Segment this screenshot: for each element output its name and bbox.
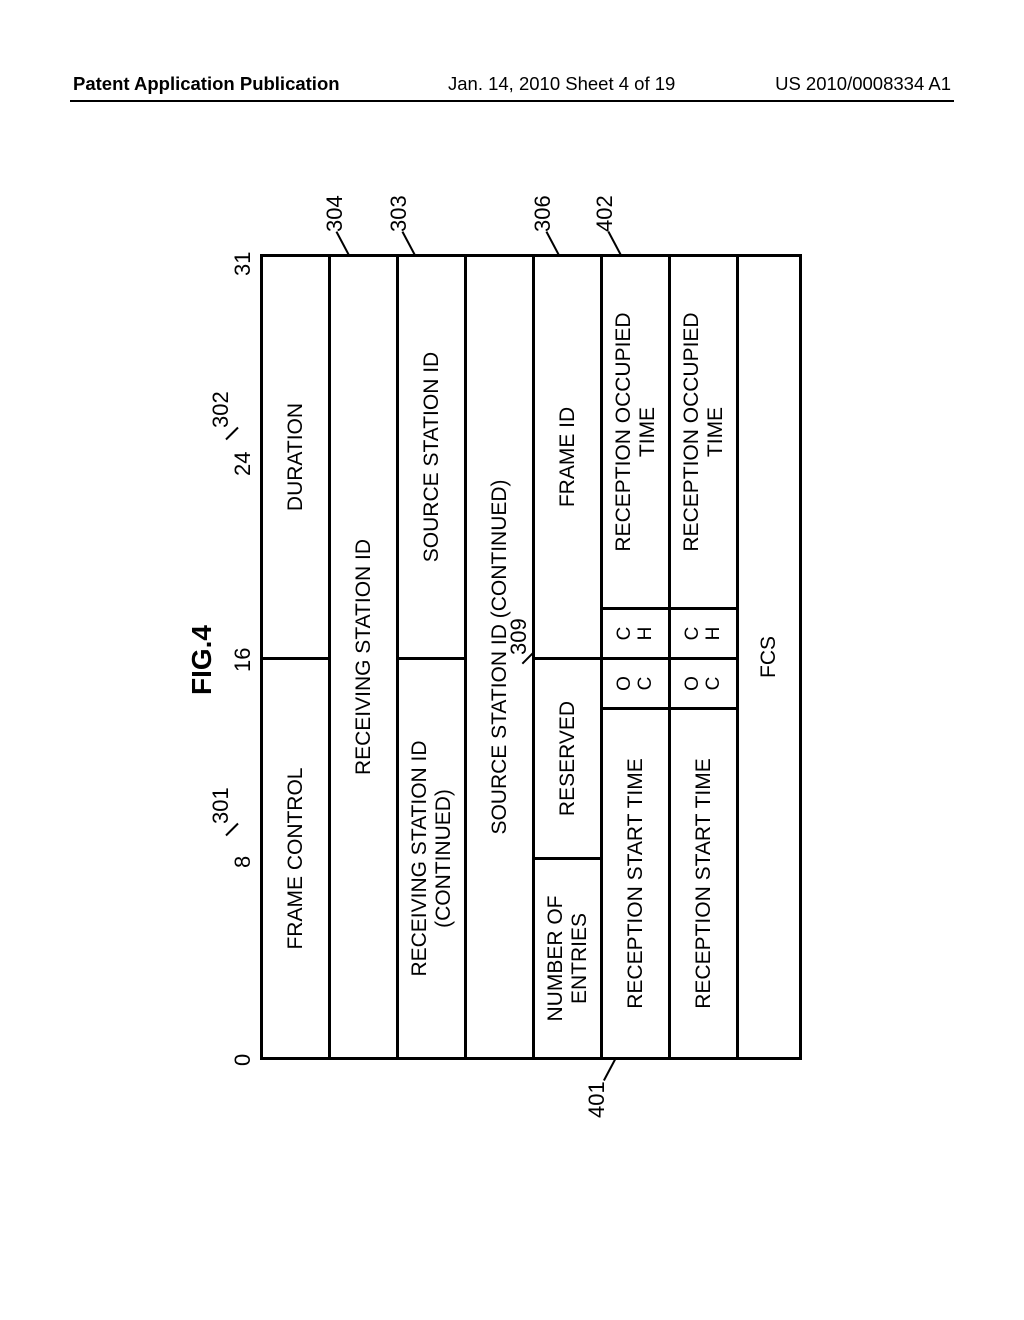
cell-recept-occ-2: RECEPTION OCCUPIED TIME — [671, 257, 736, 607]
ref-309: 309 — [506, 618, 532, 655]
cell-frame-id: FRAME ID — [535, 257, 600, 657]
cell-oc-2: O C — [671, 657, 736, 707]
bit-label-0: 0 — [230, 1054, 256, 1066]
table-row: SOURCE STATION ID (CONTINUED) — [467, 257, 535, 1057]
leader-304 — [336, 231, 351, 257]
table-row: RECEPTION START TIME O C C H RECEPTION O… — [603, 257, 671, 1057]
table-row: NUMBER OF ENTRIES RESERVED FRAME ID — [535, 257, 603, 1057]
cell-duration: DURATION — [263, 257, 328, 657]
ref-402: 402 — [592, 195, 618, 232]
table-row: FRAME CONTROL DURATION — [263, 257, 331, 1057]
figure-rotated-wrapper: FIG.4 0 8 16 24 31 301 302 FRAME CONTROL… — [192, 210, 832, 1110]
leader-301 — [225, 823, 238, 836]
table-row: RECEIVING STATION ID (CONTINUED) SOURCE … — [399, 257, 467, 1057]
cell-fcs: FCS — [739, 257, 799, 1057]
cell-oc-1: O C — [603, 657, 668, 707]
cell-recv-station-id: RECEIVING STATION ID — [331, 257, 396, 1057]
figure: FIG.4 0 8 16 24 31 301 302 FRAME CONTROL… — [192, 210, 832, 1110]
ref-302: 302 — [208, 391, 234, 428]
leader-306 — [546, 231, 561, 257]
leader-402 — [608, 231, 623, 257]
table-row: RECEPTION START TIME O C C H RECEPTION O… — [671, 257, 739, 1057]
cell-source-station-id-cont: SOURCE STATION ID (CONTINUED) — [467, 257, 532, 1057]
page: Patent Application Publication Jan. 14, … — [0, 0, 1024, 1320]
table-row: FCS — [739, 257, 799, 1057]
ref-306: 306 — [530, 195, 556, 232]
cell-recept-start-2: RECEPTION START TIME — [671, 707, 736, 1057]
leader-303 — [402, 231, 417, 257]
bit-label-16: 16 — [230, 648, 256, 672]
cell-reserved: RESERVED — [535, 657, 600, 857]
bit-label-24: 24 — [230, 452, 256, 476]
header-mid-text: Jan. 14, 2010 Sheet 4 of 19 — [448, 73, 675, 95]
ref-401: 401 — [584, 1081, 610, 1118]
cell-frame-control: FRAME CONTROL — [263, 657, 328, 1057]
cell-recept-occ-1: RECEPTION OCCUPIED TIME — [603, 257, 668, 607]
cell-source-station-id: SOURCE STATION ID — [399, 257, 464, 657]
cell-recept-start-1: RECEPTION START TIME — [603, 707, 668, 1057]
bit-label-8: 8 — [230, 856, 256, 868]
leader-401 — [603, 1057, 617, 1081]
table-row: RECEIVING STATION ID — [331, 257, 399, 1057]
cell-recv-station-id-cont: RECEIVING STATION ID (CONTINUED) — [399, 657, 464, 1057]
bit-label-31: 31 — [230, 252, 256, 276]
header-left-text: Patent Application Publication — [73, 73, 340, 95]
cell-ch-2: C H — [671, 607, 736, 657]
ref-304: 304 — [322, 195, 348, 232]
figure-title: FIG.4 — [186, 210, 218, 1110]
ref-301: 301 — [208, 787, 234, 824]
frame-table: FRAME CONTROL DURATION RECEIVING STATION… — [260, 254, 802, 1060]
cell-ch-1: C H — [603, 607, 668, 657]
cell-num-entries: NUMBER OF ENTRIES — [535, 857, 600, 1057]
ref-303: 303 — [386, 195, 412, 232]
header-rule — [70, 100, 954, 102]
header-right-text: US 2010/0008334 A1 — [775, 73, 951, 95]
leader-302 — [225, 427, 238, 440]
